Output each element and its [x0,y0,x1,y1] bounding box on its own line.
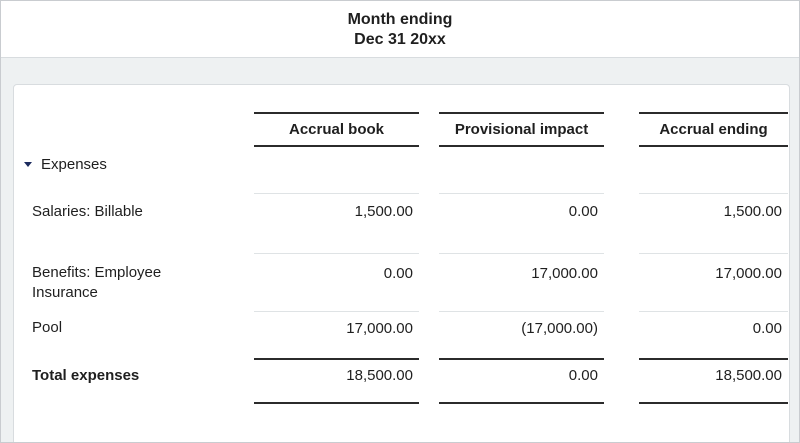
column-header-provisional-impact: Provisional impact [439,112,604,147]
table-row-total-expenses: Total expenses 18,500.00 0.00 18,500.00 [14,358,788,404]
expenses-table: Accrual book Provisional impact Accrual … [14,112,788,404]
total-accrual-book: 18,500.00 [254,358,419,404]
statement-period-header: Month ending Dec 31 20xx [1,1,799,58]
table-row-benefits-employee-insurance: Benefits: Employee Insurance 0.00 17,000… [14,252,788,311]
row-label: Salaries: Billable [32,203,143,220]
total-provisional-impact: 0.00 [439,358,604,404]
cell-accrual-book: 1,500.00 [254,192,419,253]
column-header-accrual-ending: Accrual ending [639,112,788,147]
total-accrual-ending: 18,500.00 [639,358,788,404]
cell-accrual-ending: 1,500.00 [639,192,788,253]
statement-period-line1: Month ending [347,11,453,28]
cell-accrual-book: 0.00 [254,252,419,311]
caret-down-icon[interactable] [24,162,32,167]
cell-provisional-impact: 17,000.00 [439,252,604,311]
row-label: Pool [32,319,63,336]
table-row-salaries-billable: Salaries: Billable 1,500.00 0.00 1,500.0… [14,192,788,253]
cell-accrual-ending: 0.00 [639,310,788,359]
row-label: Benefits: Employee Insurance [32,264,162,301]
cell-accrual-book: 17,000.00 [254,310,419,359]
table-row-pool: Pool 17,000.00 (17,000.00) 0.00 [14,310,788,359]
expenses-group-row: Expenses [14,146,788,193]
report-card: Accrual book Provisional impact Accrual … [13,84,790,442]
expenses-group-toggle[interactable]: Expenses [14,146,254,193]
column-header-accrual-book: Accrual book [254,112,419,147]
column-gap [604,113,639,146]
column-header-row: Accrual book Provisional impact Accrual … [14,112,788,147]
cell-accrual-ending: 17,000.00 [639,252,788,311]
expenses-group-label: Expenses [41,156,107,173]
cell-provisional-impact: (17,000.00) [439,310,604,359]
column-header-spacer [14,113,254,146]
total-label: Total expenses [32,367,140,384]
statement-period-line2: Dec 31 20xx [354,31,446,48]
column-gap [419,113,439,146]
cell-provisional-impact: 0.00 [439,192,604,253]
